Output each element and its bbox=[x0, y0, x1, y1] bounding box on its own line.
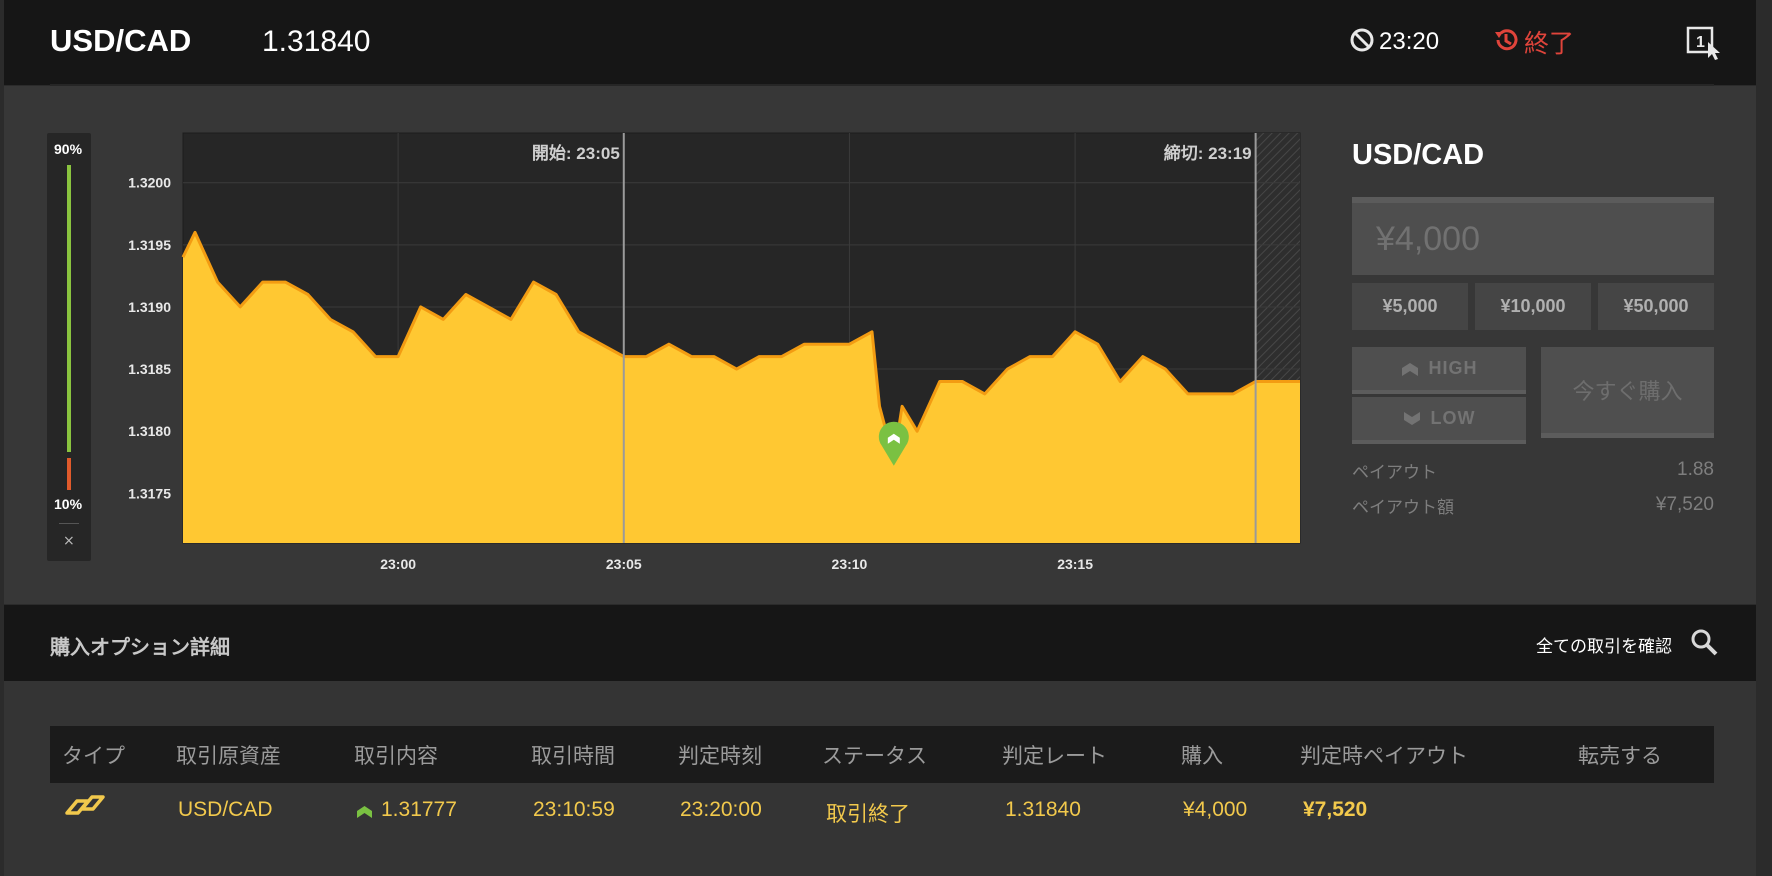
price-chart: 1.3200 1.3195 1.3190 1.3185 1.3180 1.3175 23:0… bbox=[128, 132, 1301, 572]
col-content: 取引内容 bbox=[354, 744, 438, 768]
details-bar bbox=[4, 605, 1756, 681]
row-rate: 1.31840 bbox=[1005, 798, 1081, 821]
amount-chip-50000[interactable]: ¥50,000 bbox=[1598, 283, 1714, 330]
amount-chip-5000[interactable]: ¥5,000 bbox=[1352, 283, 1468, 330]
x-tick-label: 23:00 bbox=[380, 556, 416, 572]
y-tick-label: 1.3185 bbox=[128, 361, 171, 377]
top-bar bbox=[4, 0, 1756, 85]
end-marker-label: 締切: 23:19 bbox=[1164, 143, 1252, 163]
col-resell: 転売する bbox=[1578, 744, 1662, 768]
row-judge-time: 23:20:00 bbox=[680, 798, 762, 821]
buy-now-button[interactable]: 今すぐ購入 bbox=[1541, 347, 1714, 438]
panel-pair-title: USD/CAD bbox=[1352, 139, 1485, 171]
payout-value: 1.88 bbox=[1677, 459, 1714, 480]
search-icon[interactable] bbox=[1690, 628, 1718, 660]
header-pair: USD/CAD bbox=[50, 23, 192, 58]
row-content: 1.31777 bbox=[381, 798, 457, 821]
low-button[interactable]: LOW bbox=[1352, 397, 1526, 444]
y-tick-label: 1.3180 bbox=[128, 423, 171, 439]
details-title: 購入オプション詳細 bbox=[50, 635, 230, 659]
amount-chip-10000[interactable]: ¥10,000 bbox=[1475, 283, 1591, 330]
start-marker-label: 開始: 23:05 bbox=[532, 143, 620, 163]
y-tick-label: 1.3195 bbox=[128, 237, 171, 253]
col-judge-time: 判定時刻 bbox=[678, 744, 762, 768]
svg-text:1: 1 bbox=[1696, 34, 1705, 51]
x-tick-label: 23:15 bbox=[1057, 556, 1093, 572]
no-entry-icon bbox=[1350, 28, 1374, 56]
col-status: ステータス bbox=[822, 744, 927, 768]
payout-label: ペイアウト bbox=[1352, 463, 1437, 483]
entry-marker-arrow bbox=[887, 433, 900, 444]
col-purchase: 購入 bbox=[1181, 744, 1223, 768]
col-asset: 取引原資産 bbox=[176, 744, 281, 768]
gauge-high-pct: 90% bbox=[54, 141, 83, 157]
view-all-trades-link[interactable]: 全ての取引を確認 bbox=[1536, 637, 1672, 657]
row-asset: USD/CAD bbox=[178, 798, 273, 821]
low-label: LOW bbox=[1430, 408, 1476, 428]
expiry-time: 23:20 bbox=[1379, 28, 1440, 55]
gauge-divider bbox=[59, 523, 79, 524]
row-status: 取引終了 bbox=[826, 803, 910, 826]
history-icon bbox=[1492, 26, 1520, 58]
col-trade-time: 取引時間 bbox=[531, 744, 615, 768]
price-area bbox=[183, 232, 1300, 543]
high-low-type-icon bbox=[64, 789, 106, 825]
col-payout: 判定時ペイアウト bbox=[1300, 744, 1468, 768]
y-tick-label: 1.3175 bbox=[128, 485, 171, 501]
low-arrow-icon bbox=[1403, 411, 1420, 425]
single-view-icon[interactable]: 1 bbox=[1686, 24, 1722, 66]
high-label: HIGH bbox=[1428, 358, 1478, 378]
high-direction-icon bbox=[356, 803, 373, 822]
row-purchase: ¥4,000 bbox=[1183, 798, 1248, 821]
status-label: 終了 bbox=[1524, 29, 1575, 58]
top-bar-divider bbox=[50, 84, 1714, 86]
gauge-low-bar bbox=[67, 457, 71, 490]
col-rate: 判定レート bbox=[1002, 744, 1107, 768]
table-header-row bbox=[50, 726, 1714, 783]
row-trade-time: 23:10:59 bbox=[533, 798, 615, 821]
gauge-high-bar bbox=[67, 165, 71, 452]
header-price: 1.31840 bbox=[262, 25, 371, 58]
high-button[interactable]: HIGH bbox=[1352, 347, 1526, 394]
high-arrow-icon bbox=[1401, 362, 1418, 376]
x-tick-label: 23:05 bbox=[606, 556, 642, 572]
y-tick-label: 1.3190 bbox=[128, 299, 171, 315]
entry-marker bbox=[878, 421, 909, 466]
payout-amount-label: ペイアウト額 bbox=[1352, 498, 1454, 518]
price-line bbox=[181, 230, 1300, 462]
row-payout: ¥7,520 bbox=[1303, 798, 1368, 821]
payout-amount-value: ¥7,520 bbox=[1655, 494, 1714, 515]
col-type: タイプ bbox=[62, 744, 125, 768]
gauge-close-icon[interactable]: × bbox=[63, 533, 75, 549]
x-tick-label: 23:10 bbox=[832, 556, 868, 572]
y-tick-label: 1.3200 bbox=[128, 175, 171, 191]
amount-input[interactable] bbox=[1352, 197, 1714, 275]
gauge-low-pct: 10% bbox=[54, 496, 83, 512]
